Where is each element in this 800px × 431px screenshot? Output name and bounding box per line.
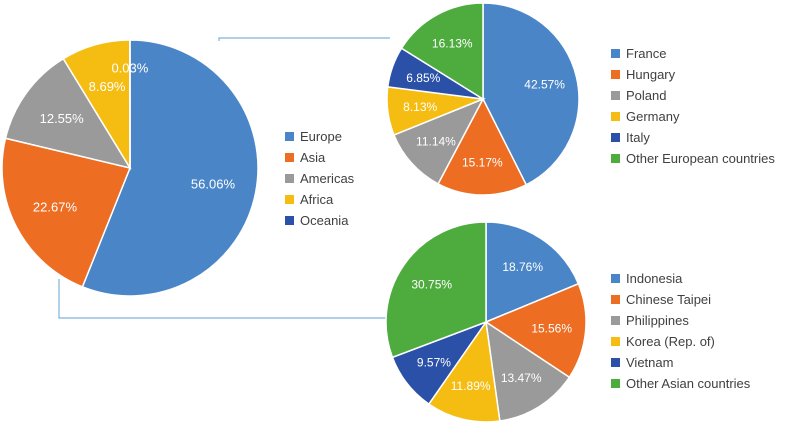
data-label-asia: 22.67%: [33, 199, 78, 214]
legend-label: Vietnam: [626, 355, 674, 370]
data-label-other-asian-countries: 30.75%: [411, 277, 452, 291]
data-label-poland: 11.14%: [416, 134, 456, 148]
legend-swatch: [285, 216, 294, 225]
data-label-americas: 12.55%: [40, 111, 85, 126]
legend-label: Korea (Rep. of): [626, 334, 715, 349]
legend-item: Other Asian countries: [611, 373, 750, 394]
pie-slice-asia: [1, 137, 132, 288]
legend-label: Other Asian countries: [626, 376, 751, 391]
pie-slice-hungary: [437, 97, 528, 196]
legend-europe: France Hungary Poland Germany Italy Other Eur…: [611, 43, 775, 169]
legend-swatch: [611, 49, 620, 58]
legend-swatch: [285, 132, 294, 141]
legend-swatch: [611, 337, 620, 346]
pie-asia: 18.76% 15.56% 13.47% 11.89%9.57% 30.75%: [385, 221, 587, 423]
pie-slice-philippines: [485, 320, 571, 422]
pie-slice-other-asian-countries: [385, 221, 487, 359]
legend-label: Oceania: [300, 213, 349, 228]
legend-swatch: [285, 195, 294, 204]
connector-line-asia: [58, 279, 391, 319]
data-label-africa: 8.69%: [89, 79, 126, 94]
data-label-oceania: 0.03%: [111, 61, 148, 76]
legend-label: Germany: [626, 109, 680, 124]
legend-item: Poland: [611, 85, 775, 106]
legend-swatch: [611, 112, 620, 121]
connector-line-europe: [218, 37, 390, 41]
legend-swatch: [611, 295, 620, 304]
legend-label: Italy: [626, 130, 650, 145]
legend-swatch: [611, 379, 620, 388]
pie-regions: 56.06% 22.67% 12.55% 8.69% 0.03%: [1, 39, 259, 297]
data-label-france: 42.57%: [524, 77, 565, 91]
legend-item: Oceania: [285, 210, 354, 231]
legend-item: Italy: [611, 127, 775, 148]
legend-label: Poland: [626, 88, 667, 103]
data-label-korea-rep-of: 11.89%: [451, 379, 491, 393]
data-label-other-european-countries: 16.13%: [432, 37, 473, 51]
legend-item: Germany: [611, 106, 775, 127]
legend-item: Chinese Taipei: [611, 289, 750, 310]
legend-swatch: [611, 70, 620, 79]
legend-item: France: [611, 43, 775, 64]
pie-slice-other-european-countries: [400, 2, 484, 101]
pie-europe: 42.57% 15.17% 11.14% 8.13% 6.85% 16.13%: [386, 2, 580, 196]
data-label-indonesia: 18.76%: [502, 260, 543, 274]
legend-item: Europe: [285, 126, 354, 147]
legend-swatch: [285, 153, 294, 162]
legend-label: Americas: [300, 171, 355, 186]
legend-item: Americas: [285, 168, 354, 189]
legend-label: Indonesia: [626, 271, 683, 286]
data-label-vietnam: 9.57%: [417, 356, 451, 370]
legend-asia: Indonesia Chinese Taipei Philippines Korea …: [611, 268, 750, 394]
legend-swatch: [611, 274, 620, 283]
pie-slice-chinese-taipei: [484, 282, 587, 379]
legend-regions: Europe Asia Americas Africa Oceania: [285, 126, 354, 231]
legend-item: Korea (Rep. of): [611, 331, 750, 352]
legend-label: France: [626, 46, 667, 61]
legend-swatch: [611, 154, 620, 163]
legend-swatch: [611, 316, 620, 325]
legend-item: Asia: [285, 147, 354, 168]
legend-item: Vietnam: [611, 352, 750, 373]
legend-swatch: [285, 174, 294, 183]
pie-slice-france: [482, 2, 580, 186]
legend-item: Philippines: [611, 310, 750, 331]
pie-slice-europe: [81, 39, 259, 297]
legend-label: Europe: [300, 129, 342, 144]
data-label-hungary: 15.17%: [462, 155, 503, 169]
data-label-europe: 56.06%: [191, 176, 236, 191]
pie-slice-korea-rep-of: [427, 320, 501, 423]
data-label-germany: 8.13%: [403, 100, 437, 114]
pie-slice-poland: [393, 97, 485, 185]
legend-swatch: [611, 358, 620, 367]
legend-label: Asia: [300, 150, 326, 165]
pie-slice-americas: [4, 57, 132, 170]
legend-swatch: [611, 91, 620, 100]
data-label-philippines: 13.47%: [501, 371, 542, 385]
legend-label: Philippines: [626, 313, 689, 328]
legend-label: Africa: [300, 192, 334, 207]
legend-label: Hungary: [626, 67, 676, 82]
legend-label: Other European countries: [626, 151, 775, 166]
legend-item: Africa: [285, 189, 354, 210]
pie-slice-indonesia: [485, 221, 580, 324]
legend-item: Indonesia: [611, 268, 750, 289]
legend-label: Chinese Taipei: [626, 292, 712, 307]
legend-swatch: [611, 133, 620, 142]
data-label-chinese-taipei: 15.56%: [531, 321, 572, 335]
legend-item: Hungary: [611, 64, 775, 85]
data-label-italy: 6.85%: [406, 71, 440, 85]
legend-item: Other European countries: [611, 148, 775, 169]
